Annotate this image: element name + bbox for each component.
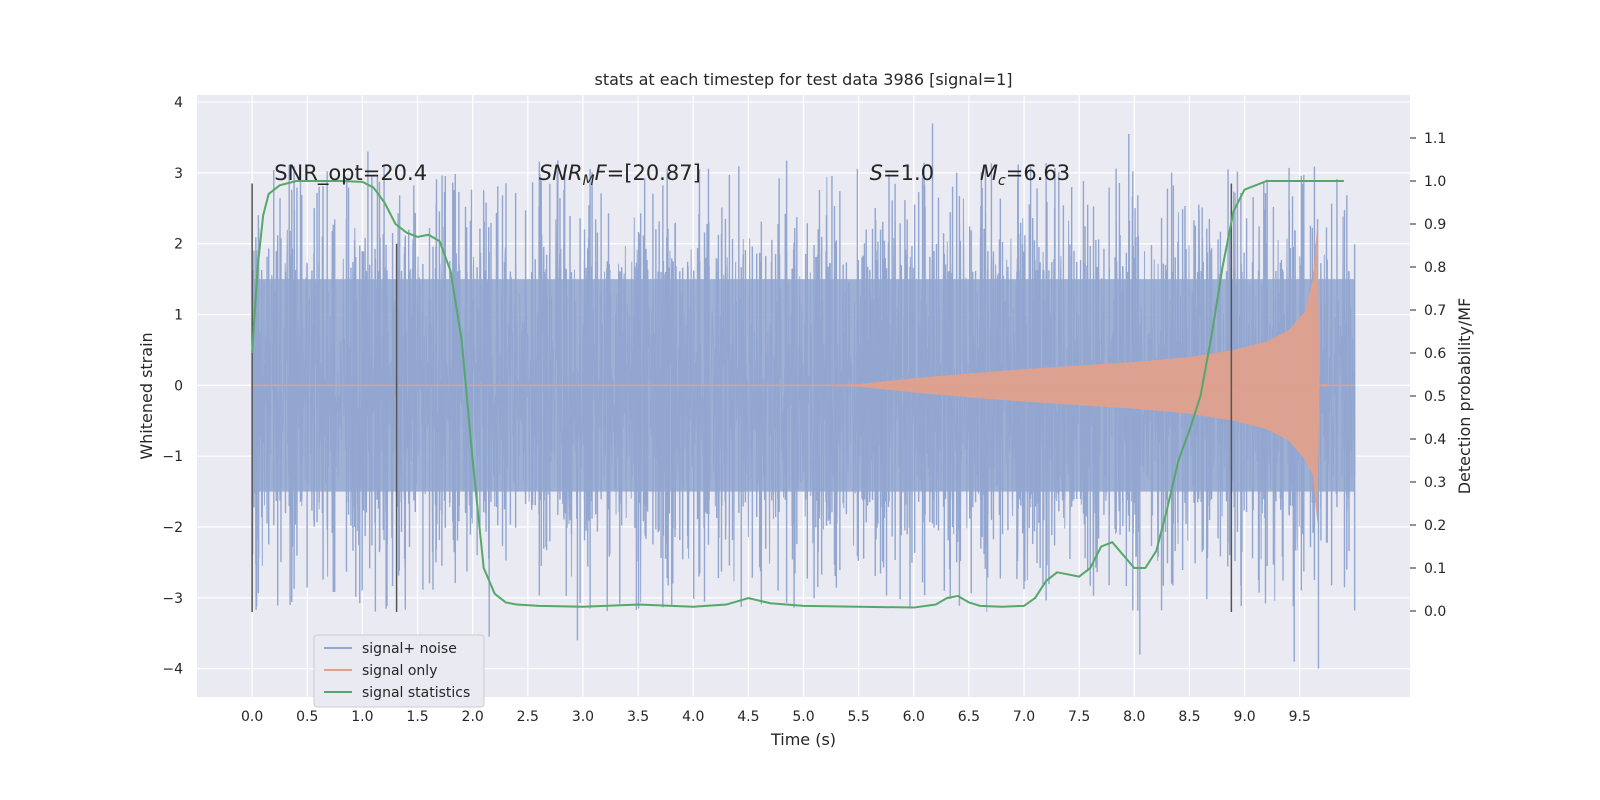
y-right-tick-label: 0.5 (1424, 389, 1446, 405)
annotation-snr-mf: SNRMF=[20.87] (539, 161, 701, 189)
x-tick-label: 4.0 (682, 709, 704, 725)
x-tick-label: 5.5 (848, 709, 870, 725)
y-right-tick-label: 0.2 (1424, 518, 1446, 534)
y-tick-label: −3 (162, 591, 183, 607)
vertical-markers (251, 183, 1233, 613)
x-tick-label: 9.5 (1289, 709, 1311, 725)
x-tick-label: 4.5 (737, 709, 759, 725)
signal-statistics-line (251, 180, 1344, 609)
legend-label-signal-plus-noise: signal+ noise (362, 641, 457, 657)
series-signal-only (252, 222, 1355, 524)
y-tick-label: 1 (174, 308, 183, 324)
y-right-tick-label: 0.6 (1424, 346, 1446, 362)
legend-label-signal-statistics: signal statistics (362, 685, 470, 701)
x-tick-label: 9.0 (1233, 709, 1255, 725)
tick-labels: 0.0 0.5 1.0 1.5 2.0 2.5 3.0 3.5 4.0 4.5 5.0 5.5 6.0 6… (162, 95, 1446, 725)
y-axis-right-label: Detection probability/MF (1455, 298, 1474, 495)
series-signal-statistics-layer (251, 180, 1344, 609)
y-right-tick-label: 0.0 (1424, 604, 1446, 620)
chart-title: stats at each timestep for test data 398… (594, 70, 1012, 89)
x-tick-label: 6.0 (903, 709, 925, 725)
legend-label-signal-only: signal only (362, 663, 437, 679)
y-tick-label: 2 (174, 237, 183, 253)
annotation-s: S=1.0 (870, 161, 934, 185)
y-right-tick-label: 0.4 (1424, 432, 1446, 448)
legend: signal+ noise signal only signal statist… (313, 634, 485, 708)
y-tick-label: −1 (162, 449, 183, 465)
x-tick-label: 7.5 (1068, 709, 1090, 725)
y-tick-label: 0 (174, 378, 183, 394)
x-tick-label: 5.0 (792, 709, 814, 725)
y-right-tick-label: 1.1 (1424, 131, 1446, 147)
x-tick-label: 3.0 (572, 709, 594, 725)
y-tick-label: −4 (162, 662, 183, 678)
y-tick-label: 4 (174, 95, 183, 111)
x-tick-label: 2.5 (517, 709, 539, 725)
y-right-tick-label: 0.9 (1424, 217, 1446, 233)
x-tick-label: 0.5 (296, 709, 318, 725)
x-tick-label: 8.0 (1123, 709, 1145, 725)
x-tick-label: 1.5 (406, 709, 428, 725)
annotations: SNR_opt=20.4 SNRMF=[20.87] S=1.0 Mc=6.63 (274, 161, 1070, 189)
x-tick-label: 0.0 (241, 709, 263, 725)
x-tick-label: 2.0 (462, 709, 484, 725)
y-right-tick-label: 0.7 (1424, 303, 1446, 319)
y-tick-label: −2 (162, 520, 183, 536)
y-right-tick-label: 0.3 (1424, 475, 1446, 491)
x-tick-label: 7.0 (1013, 709, 1035, 725)
y-right-tick-label: 0.1 (1424, 561, 1446, 577)
x-tick-label: 3.5 (627, 709, 649, 725)
y-axis-label: Whitened strain (137, 332, 156, 459)
y-right-tick-label: 1.0 (1424, 174, 1446, 190)
y-tick-label: 3 (174, 166, 183, 182)
legend-box (313, 634, 485, 708)
y-right-tick-label: 0.8 (1424, 260, 1446, 276)
x-tick-label: 8.5 (1178, 709, 1200, 725)
annotation-mc: Mc=6.63 (980, 161, 1070, 189)
x-tick-label: 1.0 (351, 709, 373, 725)
annotation-snr-opt: SNR_opt=20.4 (274, 161, 427, 186)
x-axis-label: Time (s) (770, 730, 836, 749)
signal-envelope (252, 222, 1355, 524)
x-tick-label: 6.5 (958, 709, 980, 725)
